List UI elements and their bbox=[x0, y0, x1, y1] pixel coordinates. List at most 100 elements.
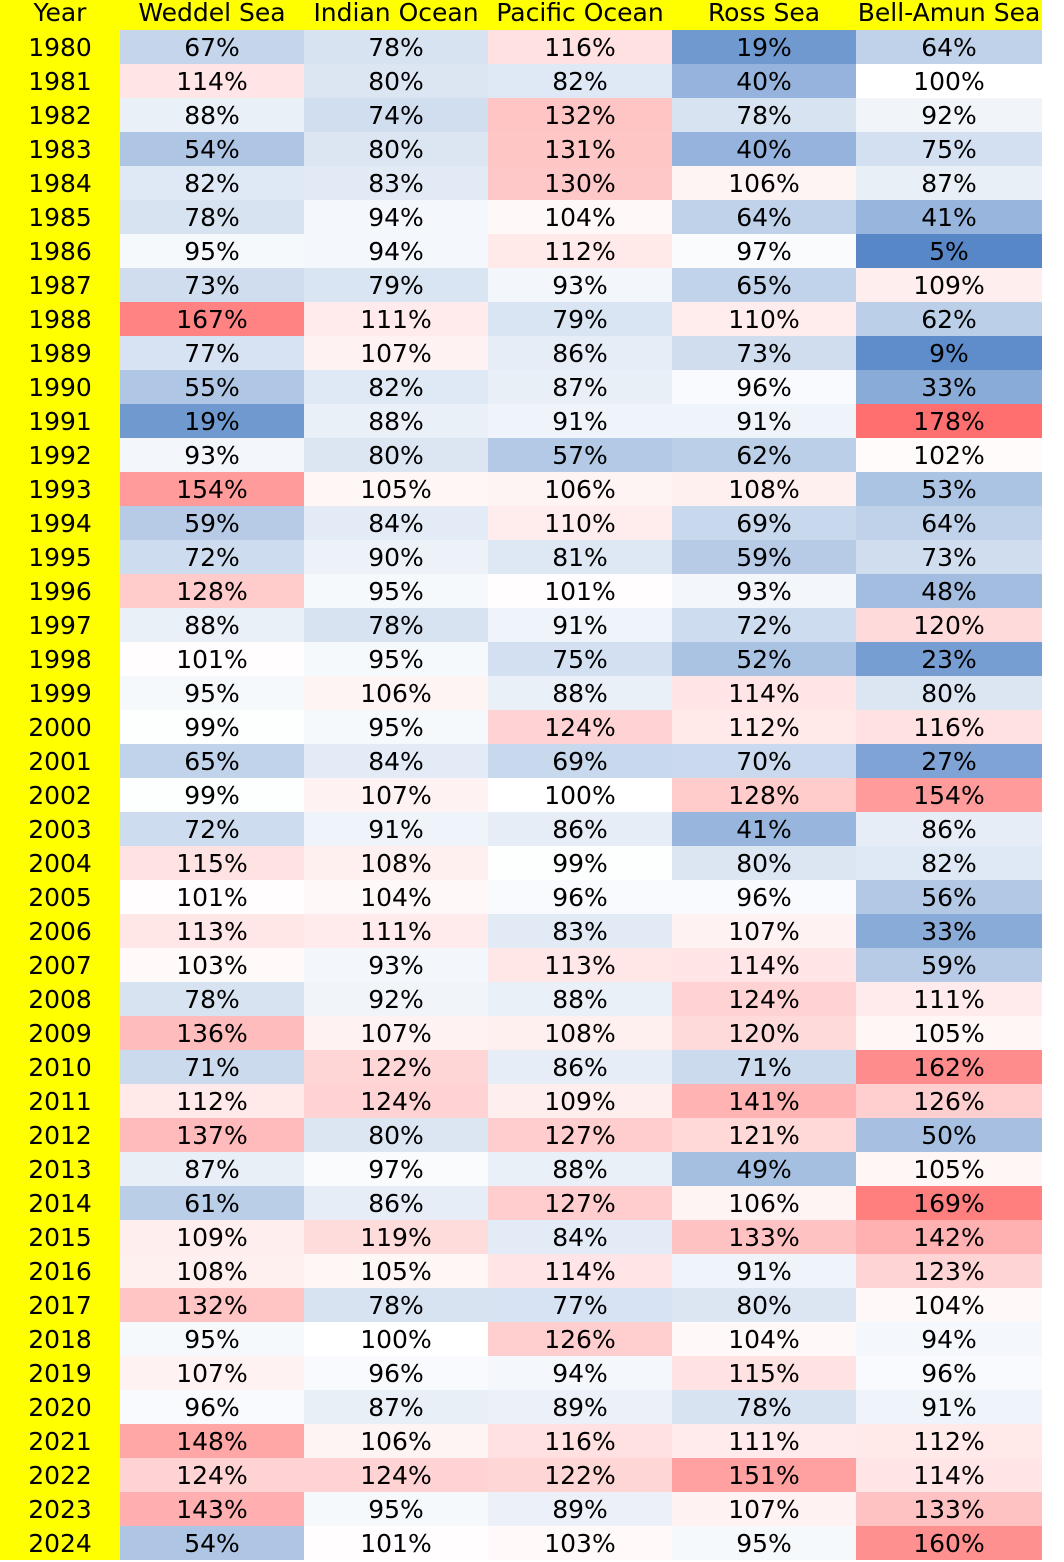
data-cell: 104% bbox=[856, 1288, 1042, 1322]
data-cell: 111% bbox=[856, 982, 1042, 1016]
data-cell: 52% bbox=[672, 642, 856, 676]
year-label: 2006 bbox=[0, 914, 120, 948]
data-cell: 108% bbox=[304, 846, 488, 880]
data-cell: 128% bbox=[120, 574, 304, 608]
data-cell: 111% bbox=[672, 1424, 856, 1458]
data-cell: 112% bbox=[120, 1084, 304, 1118]
data-cell: 122% bbox=[488, 1458, 672, 1492]
data-cell: 82% bbox=[488, 64, 672, 98]
year-label: 1997 bbox=[0, 608, 120, 642]
data-cell: 109% bbox=[488, 1084, 672, 1118]
data-cell: 92% bbox=[856, 98, 1042, 132]
data-cell: 61% bbox=[120, 1186, 304, 1220]
data-cell: 78% bbox=[672, 98, 856, 132]
data-cell: 74% bbox=[304, 98, 488, 132]
data-cell: 95% bbox=[120, 1322, 304, 1356]
data-cell: 70% bbox=[672, 744, 856, 778]
data-cell: 96% bbox=[120, 1390, 304, 1424]
data-cell: 93% bbox=[304, 948, 488, 982]
data-cell: 87% bbox=[856, 166, 1042, 200]
year-label: 2001 bbox=[0, 744, 120, 778]
data-cell: 119% bbox=[304, 1220, 488, 1254]
data-cell: 75% bbox=[856, 132, 1042, 166]
data-cell: 133% bbox=[856, 1492, 1042, 1526]
data-cell: 71% bbox=[672, 1050, 856, 1084]
data-cell: 101% bbox=[120, 880, 304, 914]
data-cell: 41% bbox=[856, 200, 1042, 234]
data-cell: 132% bbox=[488, 98, 672, 132]
data-cell: 54% bbox=[120, 132, 304, 166]
year-label: 1996 bbox=[0, 574, 120, 608]
data-cell: 19% bbox=[672, 30, 856, 64]
data-cell: 88% bbox=[488, 982, 672, 1016]
data-cell: 90% bbox=[304, 540, 488, 574]
data-cell: 109% bbox=[120, 1220, 304, 1254]
data-cell: 94% bbox=[304, 200, 488, 234]
data-cell: 82% bbox=[304, 370, 488, 404]
data-cell: 81% bbox=[488, 540, 672, 574]
data-cell: 80% bbox=[672, 846, 856, 880]
data-cell: 115% bbox=[672, 1356, 856, 1390]
data-cell: 111% bbox=[304, 302, 488, 336]
data-cell: 95% bbox=[120, 676, 304, 710]
data-cell: 104% bbox=[488, 200, 672, 234]
data-cell: 54% bbox=[120, 1526, 304, 1560]
year-label: 1986 bbox=[0, 234, 120, 268]
data-cell: 101% bbox=[304, 1526, 488, 1560]
data-cell: 41% bbox=[672, 812, 856, 846]
data-cell: 112% bbox=[856, 1424, 1042, 1458]
data-cell: 124% bbox=[304, 1084, 488, 1118]
data-cell: 95% bbox=[304, 1492, 488, 1526]
data-cell: 5% bbox=[856, 234, 1042, 268]
year-label: 2014 bbox=[0, 1186, 120, 1220]
data-cell: 93% bbox=[672, 574, 856, 608]
data-cell: 123% bbox=[856, 1254, 1042, 1288]
data-cell: 107% bbox=[304, 336, 488, 370]
year-label: 2005 bbox=[0, 880, 120, 914]
year-label: 2000 bbox=[0, 710, 120, 744]
data-cell: 143% bbox=[120, 1492, 304, 1526]
data-cell: 126% bbox=[488, 1322, 672, 1356]
data-cell: 106% bbox=[672, 1186, 856, 1220]
data-cell: 101% bbox=[120, 642, 304, 676]
year-label: 2002 bbox=[0, 778, 120, 812]
data-cell: 142% bbox=[856, 1220, 1042, 1254]
data-cell: 82% bbox=[120, 166, 304, 200]
data-cell: 103% bbox=[488, 1526, 672, 1560]
data-cell: 103% bbox=[120, 948, 304, 982]
data-cell: 62% bbox=[856, 302, 1042, 336]
data-cell: 73% bbox=[856, 540, 1042, 574]
year-label: 1994 bbox=[0, 506, 120, 540]
data-cell: 154% bbox=[120, 472, 304, 506]
column-header: Year bbox=[0, 0, 120, 30]
data-cell: 130% bbox=[488, 166, 672, 200]
data-cell: 116% bbox=[488, 30, 672, 64]
data-cell: 106% bbox=[488, 472, 672, 506]
data-cell: 95% bbox=[304, 574, 488, 608]
data-cell: 72% bbox=[672, 608, 856, 642]
data-cell: 84% bbox=[488, 1220, 672, 1254]
data-cell: 114% bbox=[856, 1458, 1042, 1492]
year-label: 1985 bbox=[0, 200, 120, 234]
data-cell: 116% bbox=[856, 710, 1042, 744]
data-cell: 86% bbox=[488, 336, 672, 370]
data-cell: 80% bbox=[304, 132, 488, 166]
data-cell: 65% bbox=[120, 744, 304, 778]
data-cell: 105% bbox=[856, 1152, 1042, 1186]
data-cell: 95% bbox=[120, 234, 304, 268]
year-label: 1990 bbox=[0, 370, 120, 404]
data-cell: 80% bbox=[856, 676, 1042, 710]
data-cell: 86% bbox=[304, 1186, 488, 1220]
data-cell: 113% bbox=[120, 914, 304, 948]
data-cell: 107% bbox=[120, 1356, 304, 1390]
data-cell: 105% bbox=[856, 1016, 1042, 1050]
data-cell: 127% bbox=[488, 1186, 672, 1220]
data-cell: 110% bbox=[488, 506, 672, 540]
data-cell: 93% bbox=[488, 268, 672, 302]
data-cell: 55% bbox=[120, 370, 304, 404]
data-cell: 59% bbox=[120, 506, 304, 540]
data-cell: 124% bbox=[304, 1458, 488, 1492]
data-cell: 92% bbox=[304, 982, 488, 1016]
data-cell: 121% bbox=[672, 1118, 856, 1152]
